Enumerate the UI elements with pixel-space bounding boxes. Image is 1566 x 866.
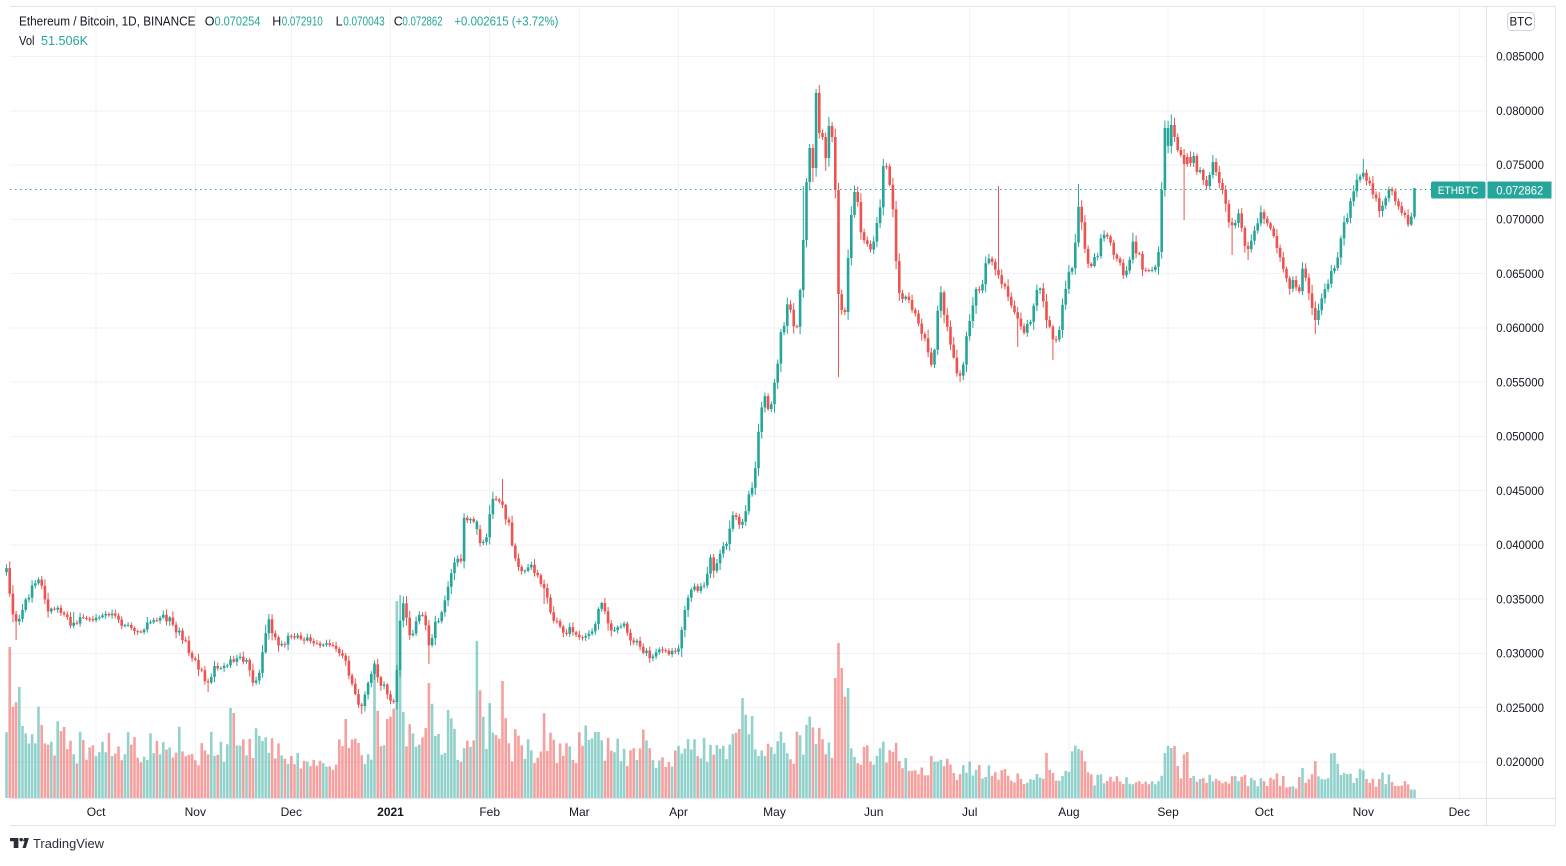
svg-text:Vol: Vol bbox=[19, 34, 35, 48]
svg-text:Oct: Oct bbox=[87, 805, 106, 819]
svg-text:0.075000: 0.075000 bbox=[1496, 158, 1544, 172]
svg-text:0.025000: 0.025000 bbox=[1496, 701, 1544, 715]
svg-text:51.506K: 51.506K bbox=[41, 34, 89, 48]
svg-text:0.065000: 0.065000 bbox=[1496, 267, 1544, 281]
svg-text:C: C bbox=[394, 15, 403, 29]
svg-text:0.072862: 0.072862 bbox=[403, 15, 443, 29]
svg-text:May: May bbox=[763, 805, 786, 819]
svg-text:0.040000: 0.040000 bbox=[1496, 538, 1544, 552]
svg-text:2021: 2021 bbox=[377, 805, 404, 819]
svg-text:Sep: Sep bbox=[1157, 805, 1179, 819]
svg-text:Nov: Nov bbox=[1353, 805, 1374, 819]
svg-text:0.080000: 0.080000 bbox=[1496, 104, 1544, 118]
svg-text:O: O bbox=[205, 15, 215, 29]
svg-text:0.085000: 0.085000 bbox=[1496, 50, 1544, 64]
svg-text:Nov: Nov bbox=[185, 805, 206, 819]
svg-text:BTC: BTC bbox=[1510, 17, 1533, 29]
svg-text:TradingView: TradingView bbox=[33, 836, 105, 851]
svg-text:0.070043: 0.070043 bbox=[343, 15, 385, 29]
svg-text:0.020000: 0.020000 bbox=[1496, 755, 1544, 769]
svg-text:H: H bbox=[272, 15, 281, 29]
svg-text:Feb: Feb bbox=[479, 805, 500, 819]
svg-text:Mar: Mar bbox=[569, 805, 590, 819]
svg-text:0.070000: 0.070000 bbox=[1496, 213, 1544, 227]
svg-text:L: L bbox=[336, 15, 343, 29]
svg-text:0.072910: 0.072910 bbox=[282, 15, 323, 29]
svg-text:Dec: Dec bbox=[281, 805, 302, 819]
svg-text:Aug: Aug bbox=[1058, 805, 1079, 819]
svg-text:0.055000: 0.055000 bbox=[1496, 375, 1544, 389]
svg-text:0.035000: 0.035000 bbox=[1496, 592, 1544, 606]
svg-text:Apr: Apr bbox=[669, 805, 688, 819]
svg-text:Dec: Dec bbox=[1449, 805, 1470, 819]
svg-text:Jul: Jul bbox=[962, 805, 977, 819]
svg-text:Jun: Jun bbox=[864, 805, 883, 819]
svg-text:0.045000: 0.045000 bbox=[1496, 484, 1544, 498]
svg-text:0.050000: 0.050000 bbox=[1496, 430, 1544, 444]
svg-text:0.072862: 0.072862 bbox=[1496, 183, 1543, 197]
svg-text:0.070254: 0.070254 bbox=[215, 15, 261, 29]
svg-text:ETHBTC: ETHBTC bbox=[1438, 185, 1479, 197]
svg-text:Ethereum / Bitcoin, 1D, BINANC: Ethereum / Bitcoin, 1D, BINANCE bbox=[19, 15, 196, 29]
svg-text:+0.002615 (+3.72%): +0.002615 (+3.72%) bbox=[454, 15, 558, 29]
svg-text:0.030000: 0.030000 bbox=[1496, 647, 1544, 661]
svg-text:0.060000: 0.060000 bbox=[1496, 321, 1544, 335]
svg-text:Oct: Oct bbox=[1255, 805, 1274, 819]
